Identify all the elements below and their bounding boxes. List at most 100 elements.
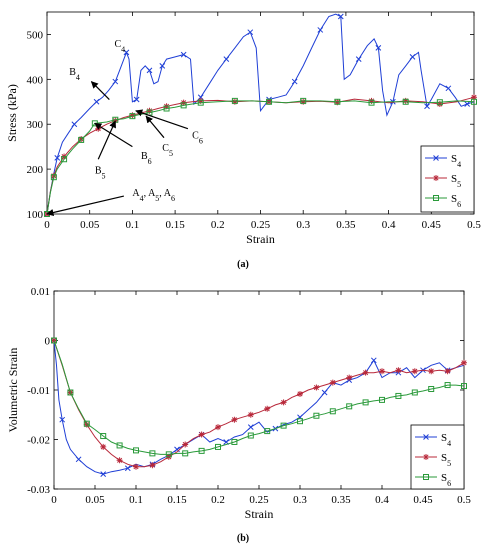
data-point: [362, 369, 369, 376]
data-point: [83, 420, 90, 427]
data-point: [231, 416, 238, 423]
y-tick-label: -0.03: [27, 484, 50, 496]
subscript: 5: [101, 171, 105, 180]
subscript: 5: [169, 149, 173, 158]
data-point: [445, 85, 452, 92]
data-point: [247, 29, 254, 36]
subscript: 4: [457, 160, 461, 169]
data-point: [51, 337, 57, 344]
data-point: [329, 379, 336, 386]
y-tick-label: 300: [27, 119, 44, 131]
annotation-label: C6: [192, 131, 203, 146]
data-point: [461, 359, 467, 366]
text-part: B: [69, 67, 76, 78]
data-point: [444, 382, 451, 389]
x-tick-label: 0.35: [336, 219, 356, 231]
data-point: [411, 368, 418, 375]
data-point: [215, 443, 221, 450]
data-point: [313, 384, 320, 391]
data-point: [355, 56, 362, 62]
data-point: [362, 399, 369, 406]
data-point: [93, 98, 100, 105]
subscript: 5: [457, 180, 461, 189]
subscript: 4: [447, 439, 451, 448]
data-point: [231, 438, 238, 445]
annotation-arrow: [135, 109, 189, 130]
data-point: [402, 97, 409, 104]
text-part: , A: [144, 188, 156, 199]
subscript: 4: [121, 45, 125, 54]
x-tick-label: 0.4: [382, 219, 396, 231]
data-point: [379, 396, 385, 403]
text-part: S: [441, 452, 447, 464]
data-point: [180, 51, 187, 58]
x-tick-label: 0.4: [375, 494, 389, 506]
x-tick-label: 0.15: [167, 494, 187, 506]
annotation-arrow: [90, 81, 110, 100]
data-point: [71, 121, 78, 128]
x-tick-label: 0.1: [126, 219, 140, 231]
text-part: C: [162, 143, 169, 154]
x-axis-label: Strain: [246, 232, 275, 246]
data-point: [197, 99, 204, 106]
annotation-arrow: [46, 195, 124, 217]
data-point: [124, 465, 131, 472]
data-point: [423, 434, 429, 440]
data-point: [61, 156, 68, 163]
annotation-label: A4, A5, A6: [132, 188, 175, 203]
data-point: [395, 367, 402, 374]
data-point: [129, 113, 136, 120]
chart-panel-a: 0 0.05 0.1 0.15 0.2 0.25 0.3 0.35 0.4 0.45 0.5 100 2…: [5, 11, 481, 270]
series-line: [46, 100, 475, 215]
data-point: [231, 97, 238, 104]
data-point: [146, 107, 153, 114]
data-point: [100, 443, 107, 450]
data-point: [300, 97, 307, 104]
series-S6: [51, 337, 467, 458]
text-part: , A: [159, 188, 171, 199]
data-point: [149, 450, 156, 457]
data-point: [215, 424, 221, 431]
legend-label: S6: [441, 472, 451, 488]
text-part: A: [132, 188, 140, 199]
subscript: 6: [447, 479, 451, 488]
data-point: [78, 136, 85, 143]
data-point: [436, 99, 443, 106]
plot-frame: [46, 11, 475, 215]
data-point: [159, 63, 166, 69]
series-line: [53, 340, 465, 468]
x-tick-label: 0.05: [80, 219, 100, 231]
text-part: S: [441, 432, 447, 444]
data-point: [163, 105, 170, 112]
subscript: 5: [155, 194, 159, 203]
y-tick-label: 500: [27, 29, 44, 41]
data-point: [433, 195, 439, 201]
data-point: [116, 442, 123, 449]
y-tick-label: 200: [27, 164, 44, 176]
data-point: [146, 67, 153, 74]
data-point: [395, 392, 402, 399]
data-point: [149, 462, 156, 469]
data-point: [337, 13, 344, 20]
subscript: 4: [76, 72, 80, 81]
data-point: [464, 101, 471, 107]
x-tick-label: 0.5: [457, 494, 471, 506]
annotation-label: C5: [162, 143, 173, 158]
data-point: [423, 474, 429, 480]
data-point: [428, 368, 435, 375]
data-point: [411, 389, 418, 396]
legend-label: S6: [451, 193, 461, 209]
text-part: S: [451, 193, 457, 205]
data-point: [300, 98, 307, 105]
chart-panel-b: 0 0.05 0.1 0.15 0.2 0.25 0.3 0.35 0.4 0.45 0.5 0.01…: [6, 286, 471, 544]
y-tick-label: 0.01: [31, 286, 50, 298]
annotation-label: B5: [95, 166, 106, 181]
data-point: [116, 457, 123, 464]
panel-label: (a): [237, 259, 249, 270]
x-tick-label: 0.2: [211, 494, 225, 506]
annotation-label: C4: [114, 39, 125, 54]
data-point: [247, 424, 254, 430]
text-part: B: [95, 166, 102, 177]
data-point: [133, 447, 139, 454]
